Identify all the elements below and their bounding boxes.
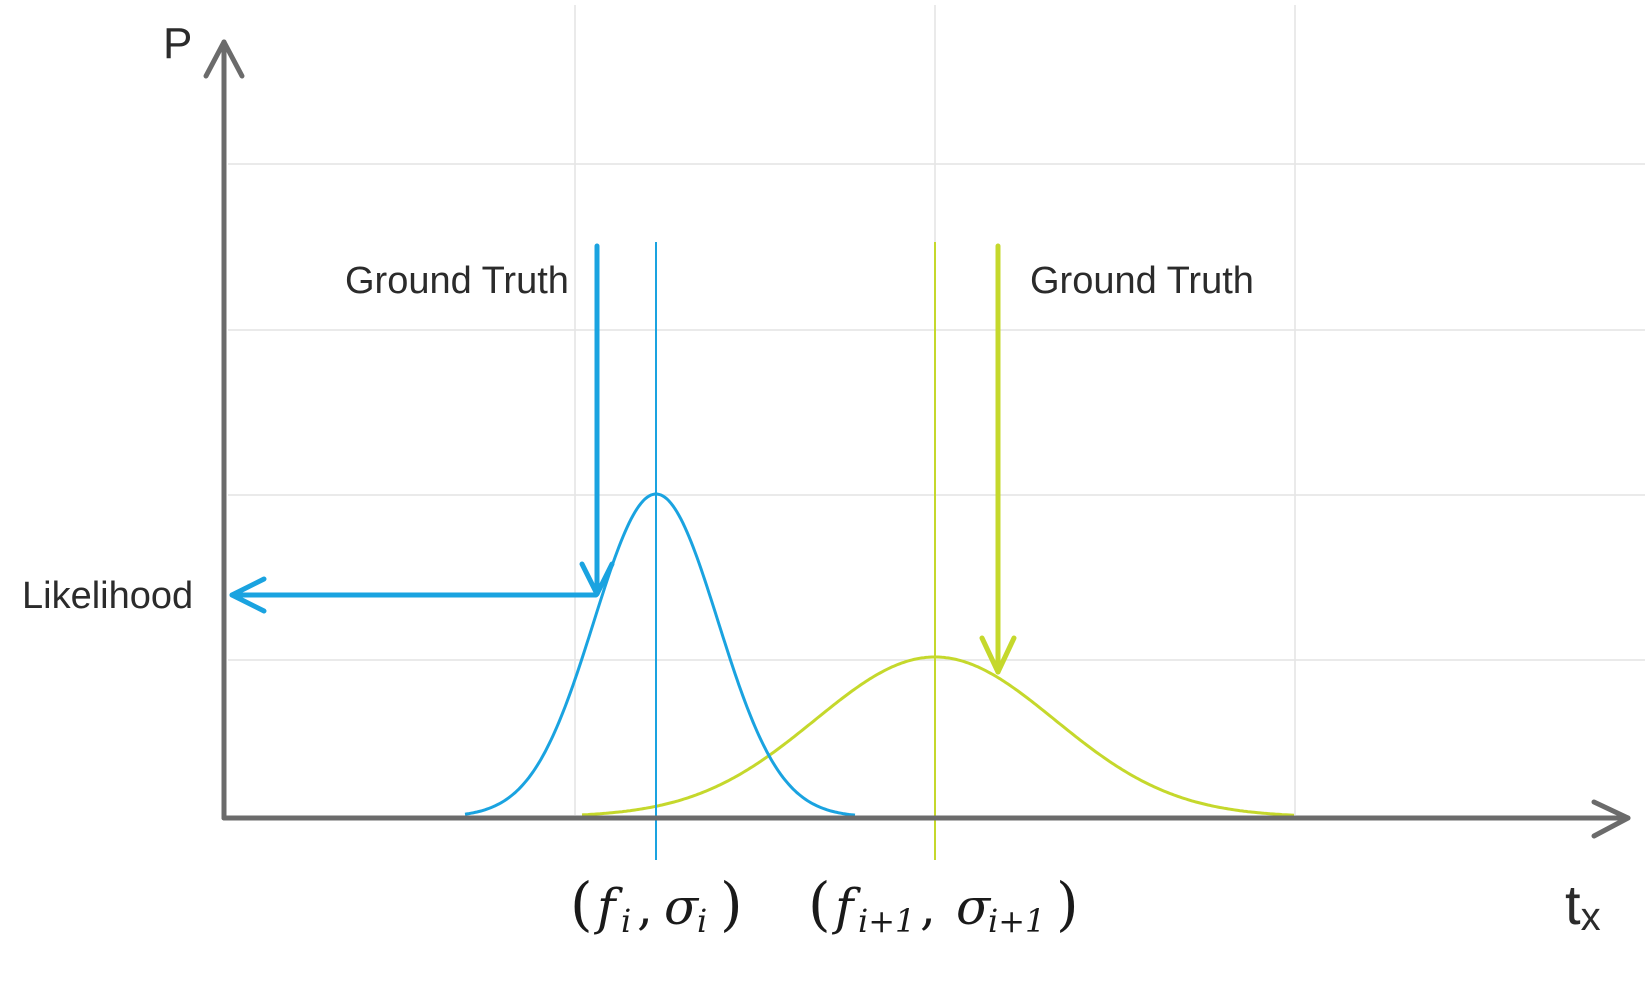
param-label-first: ( f i , σ i ) [570, 870, 743, 940]
svg-text:,: , [637, 878, 653, 936]
ground-truth-label-left: Ground Truth [345, 260, 569, 302]
ground-truth-label-right: Ground Truth [1030, 260, 1254, 302]
ground-truth-arrow-green [979, 243, 1017, 675]
param-first-sigma-symbol: σ [664, 878, 700, 936]
param-label-second: ( f i+1 , σ i+1 ) [808, 870, 1079, 940]
grid [228, 5, 1645, 815]
svg-text:,: , [920, 878, 936, 936]
x-axis-label-sub: x [1581, 895, 1601, 939]
x-axis-label: tx [1565, 873, 1601, 939]
svg-text:): ) [720, 870, 743, 938]
ground-truth-arrow-blue [579, 243, 615, 597]
x-axis-arrowhead [1591, 799, 1631, 839]
likelihood-label: Likelihood [22, 575, 193, 617]
svg-text:): ) [1056, 870, 1079, 938]
param-first-mean-subscript: i [621, 902, 631, 940]
param-first-mean-symbol: f [593, 878, 623, 936]
param-second-sigma-symbol: σ [956, 878, 992, 936]
likelihood-arrow [229, 576, 599, 614]
param-second-mean-subscript: i+1 [858, 902, 915, 940]
axes [203, 39, 1631, 839]
gaussian-curve-second [581, 655, 1295, 817]
svg-text:(: ( [808, 870, 831, 938]
gaussian-curve-first [464, 492, 856, 817]
x-axis-label-main: t [1565, 873, 1581, 936]
param-second-sigma-subscript: i+1 [988, 902, 1045, 940]
y-axis-arrowhead [203, 39, 245, 79]
param-first-sigma-subscript: i [697, 902, 707, 940]
y-axis-label: P [163, 19, 192, 68]
svg-text:(: ( [570, 870, 593, 938]
param-second-mean-symbol: f [831, 878, 861, 936]
